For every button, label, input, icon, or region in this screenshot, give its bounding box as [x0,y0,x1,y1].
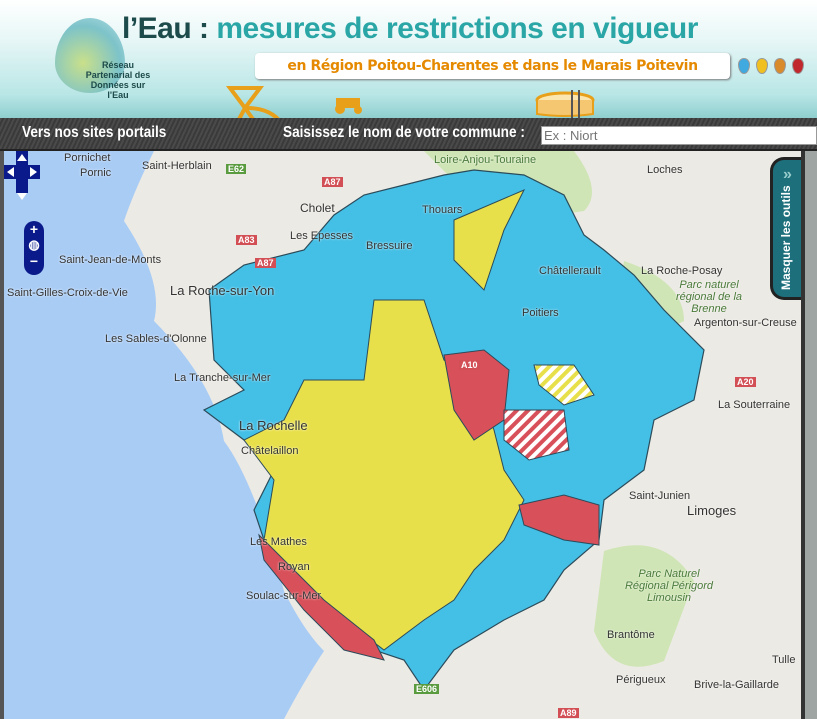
place-label: Argenton-sur-Creuse [694,317,797,329]
title-prefix: l’Eau : [122,12,209,45]
globe-icon[interactable]: ◍ [28,237,40,252]
place-label: Soulac-sur-Mer [246,590,322,602]
place-label: Loches [647,164,683,176]
zone-hatched-crisis[interactable] [503,409,570,461]
place-label: Thouars [422,204,463,216]
place-label: La Tranche-sur-Mer [174,372,271,384]
road-marker: E606 [414,684,440,694]
place-label: Châtellerault [539,265,601,277]
road-marker: E62 [226,164,247,174]
place-label: La Roche-sur-Yon [170,283,275,298]
place-label: Loire-Anjou-Touraine [434,154,537,166]
commune-label: Saisissez le nom de votre commune : [283,124,525,141]
place-label: Royan [278,561,310,573]
place-label: La Roche-Posay [641,265,723,277]
road-marker: A10 [459,360,480,370]
hide-tools-tab[interactable]: Masquer les outils » [770,157,804,300]
place-label: Tulle [772,654,796,666]
place-label: Cholet [300,201,335,215]
side-panel-scrollbar[interactable] [801,151,817,719]
yellow-drop-icon [756,58,768,74]
place-label: Périgueux [616,674,666,686]
place-label: Pornichet [64,152,111,164]
orange-drop-icon [774,58,786,74]
map-canvas[interactable] [4,151,817,719]
road-marker: A83 [236,235,257,245]
rpde-logo[interactable] [55,18,125,93]
commune-search-input[interactable] [541,126,817,145]
place-label: Les Epesses [290,230,353,242]
zone-crisis-east[interactable] [518,494,600,546]
road-marker: A87 [322,177,343,187]
ocean [4,151,324,719]
double-chevron-icon: » [783,166,792,183]
place-label: Poitiers [522,307,559,319]
navigation-bar: Vers nos sites portails Saisissez le nom… [0,118,817,151]
place-label: Saint-Herblain [142,160,212,172]
road-marker: A20 [735,377,756,387]
place-label: La Rochelle [239,418,308,433]
portals-link[interactable]: Vers nos sites portails [22,124,167,141]
page-title: l’Eau : mesures de restrictions en vigue… [122,12,698,46]
place-label: Brive-la-Gaillarde [694,679,779,691]
title-main: mesures de restrictions en vigueur [216,12,698,45]
place-label: Saint-Junien [629,490,691,502]
red-drop-icon [792,58,804,74]
zoom-in-button[interactable]: + [29,221,39,237]
place-label: La Souterraine [718,399,791,411]
tractor-icon [335,98,362,114]
place-label: Limoges [687,503,737,518]
road-marker: A89 [558,708,579,718]
hide-tools-label: Masquer les outils [779,185,793,290]
place-label: Saint-Gilles-Croix-de-Vie [7,287,128,299]
zone-hatched-alert[interactable] [533,364,595,406]
zone-alert-north[interactable] [453,189,526,291]
place-label: Châtelaillon [241,445,299,457]
place-label: Parc Naturel Régional Périgord Limousin [624,568,714,604]
pool-icon [535,90,595,118]
page-subtitle: en Région Poitou-Charentes et dans le Ma… [255,53,730,79]
road-marker: A87 [255,258,276,268]
place-label: Pornic [80,167,112,179]
restrictions-map[interactable]: Pornichet Saint-Herblain Pornic Saint-Je… [0,151,817,719]
zoom-out-button[interactable]: − [29,253,39,269]
place-label: Parc naturel régional de la Brenne [675,279,743,315]
zoom-control: + ◍ − [24,221,44,275]
site-header: Réseau Partenarial des Données sur l'Eau… [0,0,817,138]
logo-text: Réseau Partenarial des Données sur l'Eau [85,60,151,100]
forest-area-3 [594,545,694,667]
zone-crisis-coast[interactable] [258,533,385,661]
place-label: Les Sables-d'Olonne [105,333,207,345]
place-label: Les Mathes [250,536,307,548]
pan-control[interactable] [4,151,40,203]
place-label: Saint-Jean-de-Monts [59,254,162,266]
blue-drop-icon [738,58,750,74]
place-label: Brantôme [607,629,655,641]
place-label: Bressuire [366,240,413,252]
